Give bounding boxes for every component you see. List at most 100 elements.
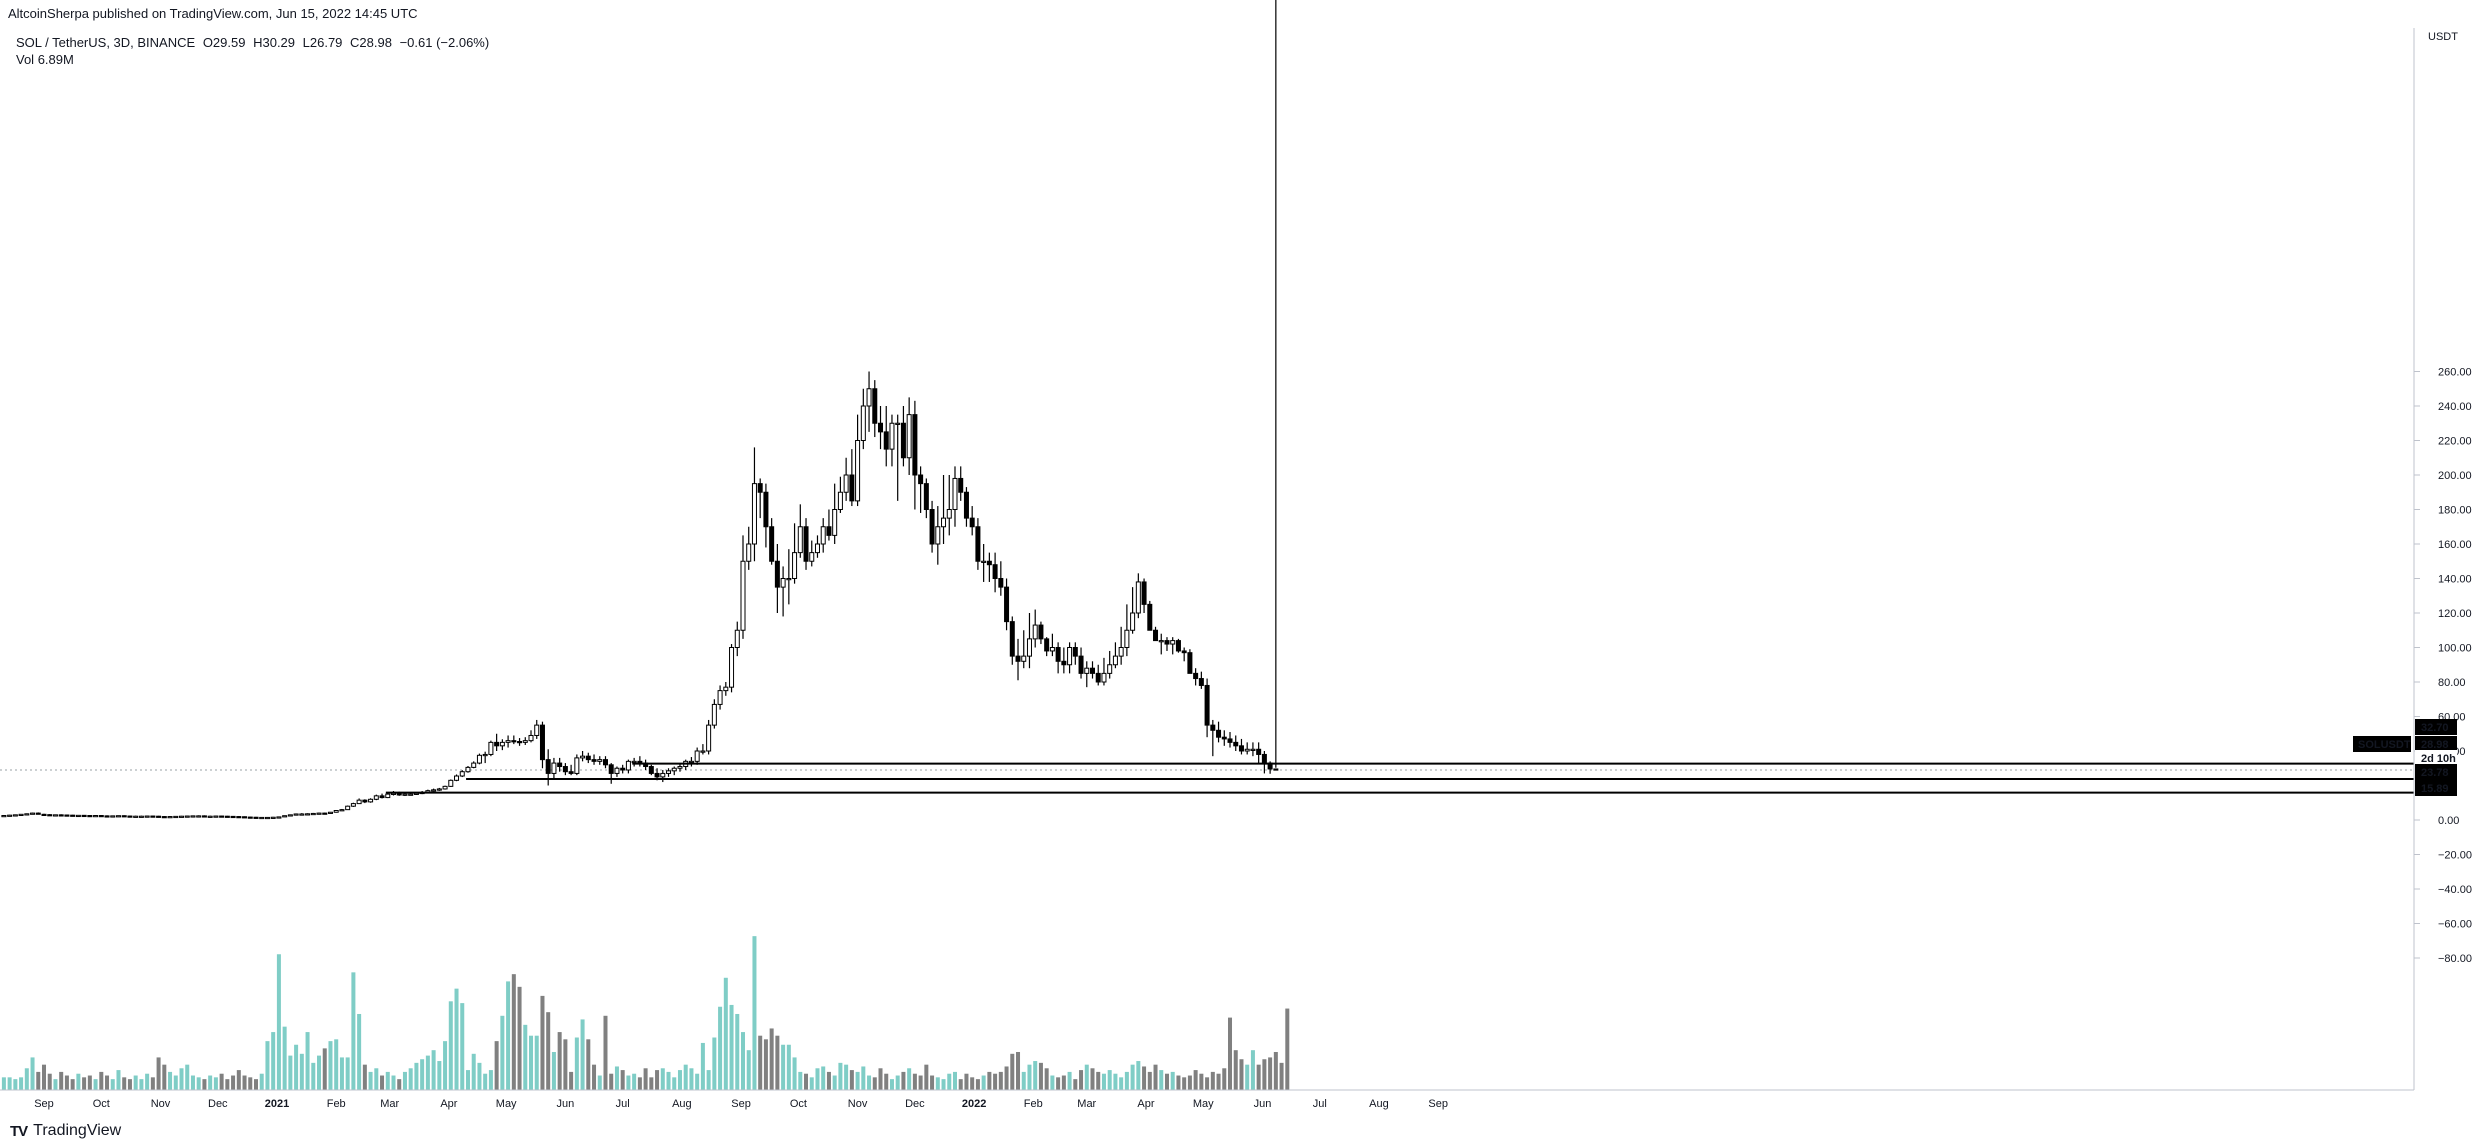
volume-bar bbox=[145, 1073, 150, 1090]
candle-body bbox=[1261, 753, 1267, 764]
volume-bar bbox=[139, 1079, 144, 1090]
price-tag-box bbox=[2415, 750, 2457, 766]
candle-body bbox=[889, 422, 895, 450]
volume-bar bbox=[763, 1039, 768, 1090]
volume-bar bbox=[574, 1037, 579, 1090]
volume-bar bbox=[970, 1077, 975, 1090]
candle-body bbox=[986, 560, 992, 566]
candle-body bbox=[316, 812, 322, 815]
volume-bar bbox=[1090, 1068, 1095, 1090]
volume-bar bbox=[952, 1071, 957, 1090]
candle-body bbox=[1175, 640, 1181, 652]
candle-body bbox=[1198, 678, 1204, 686]
price-axis[interactable]: 260.00 240.00 220.00 200.00 180.00 160.00 140.… bbox=[2414, 367, 2472, 966]
volume-bar bbox=[1210, 1071, 1215, 1090]
candle-body bbox=[1193, 672, 1199, 680]
volume-bar bbox=[454, 988, 459, 1090]
candle-body bbox=[620, 767, 626, 771]
candle-body bbox=[923, 483, 929, 510]
candle-body bbox=[482, 753, 488, 757]
candle-body bbox=[454, 775, 460, 781]
volume-bar bbox=[242, 1075, 247, 1090]
candle-body bbox=[1026, 638, 1032, 657]
volume-bar bbox=[500, 1015, 505, 1090]
candle-body bbox=[1204, 684, 1210, 726]
candle-body bbox=[751, 483, 757, 545]
volume-bar bbox=[781, 1044, 786, 1090]
volume-bar bbox=[632, 1073, 637, 1090]
tradingview-brand[interactable]: TV TradingView bbox=[10, 1122, 121, 1140]
candle-body bbox=[981, 560, 987, 563]
volume-bar bbox=[872, 1077, 877, 1090]
candle-body bbox=[706, 724, 712, 752]
candle-body bbox=[1238, 745, 1244, 752]
volume-bar bbox=[1016, 1051, 1021, 1090]
volume-bar bbox=[1033, 1061, 1038, 1090]
candle-body bbox=[614, 767, 620, 774]
candle-body bbox=[1210, 724, 1216, 731]
candle-body bbox=[373, 795, 379, 800]
candle-body bbox=[476, 754, 482, 764]
candle-body bbox=[247, 816, 253, 819]
volume-bar bbox=[1113, 1073, 1118, 1090]
candle-body bbox=[1187, 652, 1193, 674]
candle-body bbox=[293, 813, 299, 816]
candle-body bbox=[179, 815, 185, 818]
brand-name: TradingView bbox=[33, 1122, 122, 1139]
candle-body bbox=[814, 543, 820, 554]
volume-bar bbox=[660, 1068, 665, 1090]
volume-bar bbox=[41, 1064, 47, 1090]
symbol-name[interactable]: SOL / TetherUS, 3D, BINANCE bbox=[16, 35, 196, 50]
candle-body bbox=[1221, 736, 1227, 740]
volume-bar bbox=[299, 1053, 304, 1090]
volume-bars bbox=[1, 936, 1290, 1090]
volume-bar bbox=[202, 1079, 207, 1090]
price-tag-label: 15.89 bbox=[2421, 783, 2449, 795]
volume-bar bbox=[59, 1071, 64, 1090]
volume-bar bbox=[746, 1050, 751, 1090]
candle-body bbox=[843, 474, 849, 493]
price-tick-label: −60.00 bbox=[2438, 919, 2472, 931]
candle-body bbox=[568, 771, 574, 774]
volume-bar bbox=[1073, 1079, 1078, 1090]
candles bbox=[1, 0, 1279, 820]
candle-body bbox=[837, 491, 843, 510]
low-value: L26.79 bbox=[302, 35, 343, 50]
volume-bar bbox=[930, 1075, 935, 1090]
candle-body bbox=[631, 760, 637, 764]
candle-body bbox=[287, 814, 293, 817]
time-axis[interactable]: Sep Oct Nov Dec 2021 Feb Mar Apr May Jun Jul Aug Sep… bbox=[34, 1098, 1448, 1110]
volume-bar bbox=[488, 1070, 493, 1090]
candle-body bbox=[310, 812, 316, 816]
volume-bar bbox=[1187, 1075, 1192, 1090]
candle-body bbox=[591, 759, 597, 762]
candle-body bbox=[1273, 768, 1279, 771]
volume-bar bbox=[150, 1077, 155, 1090]
candle-body bbox=[30, 812, 36, 815]
candle-body bbox=[551, 762, 557, 774]
price-tick-label: 100.00 bbox=[2438, 643, 2472, 655]
candle-body bbox=[1107, 664, 1113, 674]
candle-body bbox=[734, 629, 740, 648]
volume-bar bbox=[1159, 1070, 1164, 1090]
horizontal-levels[interactable] bbox=[385, 762, 2414, 794]
volume-bar bbox=[546, 1012, 551, 1090]
volume-bar bbox=[339, 1057, 344, 1090]
volume-bar bbox=[133, 1075, 138, 1090]
date-tick-label: May bbox=[1193, 1098, 1214, 1110]
candle-body bbox=[958, 477, 964, 493]
volume-bar bbox=[592, 1064, 597, 1090]
volume-bar bbox=[127, 1079, 132, 1090]
volume-bar bbox=[855, 1071, 860, 1090]
volume-bar bbox=[7, 1077, 12, 1090]
volume-bar bbox=[213, 1077, 218, 1090]
volume-bar bbox=[958, 1079, 963, 1090]
candle-body bbox=[648, 766, 654, 774]
candle-body bbox=[895, 422, 901, 425]
candle-body bbox=[270, 816, 276, 819]
volume-bar bbox=[1119, 1077, 1124, 1090]
volume-bar bbox=[122, 1077, 127, 1090]
candle-body bbox=[1078, 655, 1084, 674]
volume-bar bbox=[706, 1070, 711, 1090]
